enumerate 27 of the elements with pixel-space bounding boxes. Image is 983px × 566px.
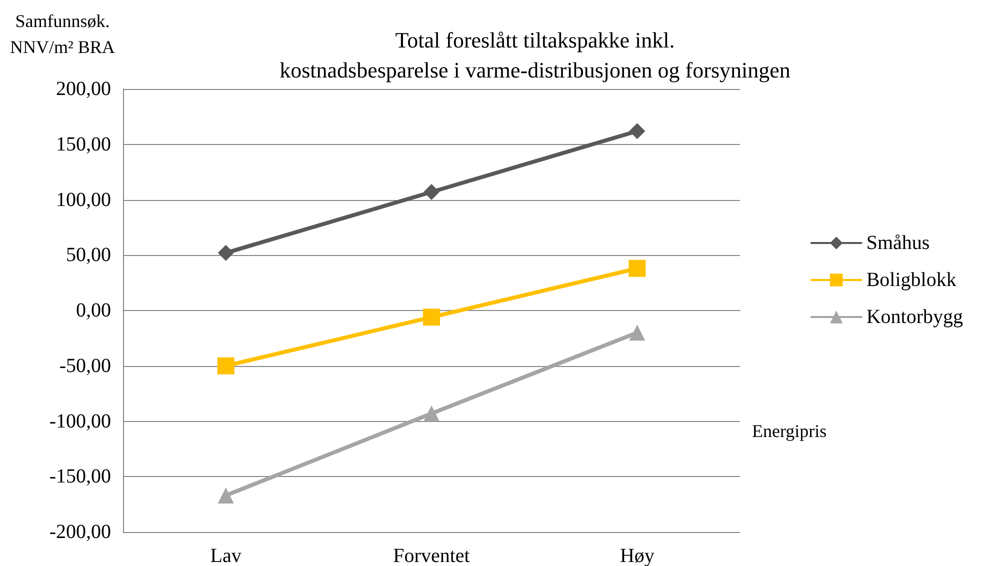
- x-tick-label: Forventet: [393, 545, 470, 566]
- point: [424, 405, 440, 422]
- chart-title: Total foreslått tiltakspakke inkl. kostnadsbesparelse i varme-distribusjonen og forsyningen: [280, 28, 790, 82]
- y-tick-label: -200,00: [49, 521, 111, 543]
- point: [628, 260, 646, 277]
- y-tick-label: 150,00: [56, 133, 111, 156]
- y-tick-label: -50,00: [59, 354, 111, 377]
- y-tick-label: 50,00: [66, 244, 111, 266]
- x-axis-title: Energipris: [752, 421, 827, 441]
- point: [423, 308, 440, 326]
- point: [218, 487, 234, 504]
- point: [217, 357, 234, 374]
- y-tick-label: 100,00: [56, 188, 111, 211]
- x-tick-label: Lav: [210, 545, 242, 566]
- y-axis-title: Samfunnsøk. NNV/m² BRA: [10, 11, 115, 57]
- legend-label: Kontorbygg: [866, 306, 964, 328]
- x-tick-label: Høy: [620, 545, 654, 566]
- legend-label: Boligblokk: [866, 269, 956, 291]
- y-tick-label: -150,00: [49, 466, 111, 488]
- y-tick-label: 0,00: [76, 300, 111, 322]
- point: [218, 244, 234, 261]
- point: [629, 123, 646, 140]
- point: [629, 324, 646, 341]
- legend-label: Småhus: [866, 232, 930, 254]
- y-tick-label: -100,00: [49, 410, 111, 432]
- point: [424, 184, 440, 200]
- y-tick-label: 200,00: [56, 78, 111, 100]
